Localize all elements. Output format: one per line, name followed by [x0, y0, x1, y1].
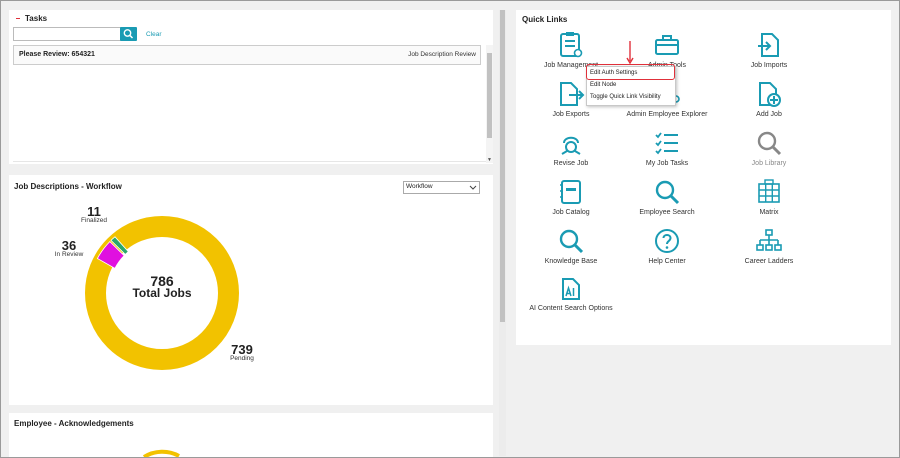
search-button[interactable]	[120, 27, 137, 41]
quick-link-matrix[interactable]: Matrix	[714, 178, 824, 216]
quick-link-career-ladders[interactable]: Career Ladders	[714, 227, 824, 265]
workflow-select[interactable]: Workflow	[403, 181, 480, 194]
quick-link-ai-content-search-options[interactable]: AI Content Search Options	[516, 276, 626, 312]
task-type: Job Description Review	[408, 51, 476, 58]
quick-link-my-job-tasks[interactable]: My Job Tasks	[612, 129, 722, 167]
acknowledgements-title: Employee - Acknowledgements	[14, 419, 134, 428]
in-review-label: In Review	[54, 251, 84, 258]
file-import-icon	[758, 33, 779, 57]
tasks-search-input[interactable]	[13, 27, 121, 41]
search-icon	[655, 180, 680, 205]
annotation-arrow	[626, 41, 634, 65]
quick-link-label: Job Management	[543, 62, 599, 69]
clear-link[interactable]: Clear	[146, 31, 162, 38]
workflow-select-value: Workflow	[406, 183, 433, 190]
quick-link-add-job[interactable]: Add Job	[714, 80, 824, 118]
menu-item-edit-auth-settings[interactable]: Edit Auth Settings	[590, 70, 638, 76]
quick-link-employee-search[interactable]: Employee Search	[612, 178, 722, 216]
quick-link-label: Help Center	[648, 258, 686, 265]
menu-item-edit-node[interactable]: Edit Node	[590, 82, 617, 88]
main-scrollbar-thumb[interactable]	[500, 10, 505, 322]
workflow-panel: Job Descriptions - Workflow Workflow 786…	[9, 175, 493, 405]
divider	[13, 161, 489, 162]
workflow-donut-chart	[85, 216, 239, 370]
quick-link-job-exports[interactable]: Job Exports	[516, 80, 626, 118]
acknowledgements-panel: Employee - Acknowledgements	[9, 413, 493, 457]
highlight-box	[586, 64, 675, 80]
quick-link-label: My Job Tasks	[645, 160, 689, 167]
quick-link-label: Job Library	[751, 160, 787, 167]
donut-in-review-segment[interactable]	[96, 241, 125, 269]
quick-link-revise-job[interactable]: Revise Job	[516, 129, 626, 167]
file-add-icon	[759, 82, 781, 107]
workflow-title: Job Descriptions - Workflow	[14, 182, 122, 191]
main-scrollbar[interactable]	[499, 10, 506, 456]
quick-link-label: Career Ladders	[744, 258, 794, 265]
quick-link-label: Matrix	[759, 209, 779, 216]
quick-link-label: AI Content Search Options	[529, 305, 613, 312]
quick-link-label: Add Job	[756, 111, 782, 118]
quick-link-label: Job Imports	[750, 62, 788, 69]
search-icon	[123, 29, 134, 39]
pending-count: 739	[231, 342, 253, 357]
tasks-panel: Tasks Clear Please Review: 654321 Job De…	[9, 10, 493, 164]
quick-link-label: Job Exports	[552, 111, 590, 118]
donut-pending-segment[interactable]	[85, 216, 239, 370]
quick-link-job-catalog[interactable]: Job Catalog	[516, 178, 626, 216]
quick-link-label: Knowledge Base	[544, 258, 598, 265]
scroll-down-arrow[interactable]: ▼	[487, 157, 492, 163]
task-list: Please Review: 654321 Job Description Re…	[13, 45, 481, 65]
task-name: Please Review: 654321	[19, 51, 95, 58]
quick-link-help-center[interactable]: Help Center	[612, 227, 722, 265]
quick-link-label: Admin Employee Explorer	[626, 111, 708, 118]
search-gray-icon	[757, 131, 782, 156]
matrix-icon	[758, 179, 780, 203]
clipboard-gear-icon	[560, 32, 583, 58]
red-marker	[16, 18, 20, 19]
quick-link-admin-tools[interactable]: Admin Tools	[612, 31, 722, 69]
list-item[interactable]: Please Review: 654321 Job Description Re…	[14, 46, 480, 64]
menu-item-toggle-quick-link-visibility[interactable]: Toggle Quick Link Visibility	[590, 94, 661, 100]
quick-link-label: Admin Tools	[648, 62, 686, 69]
quick-link-job-management[interactable]: Job Management	[516, 31, 626, 69]
total-jobs-value: 786	[150, 273, 174, 289]
in-review-count: 36	[61, 238, 77, 253]
finalized-count: 11	[87, 204, 101, 219]
ai-file-icon	[562, 278, 580, 300]
acknowledgements-chart-partial	[142, 449, 180, 457]
quick-link-job-imports[interactable]: Job Imports	[714, 31, 824, 69]
scrollbar-thumb[interactable]	[487, 53, 492, 138]
tasks-scrollbar[interactable]: ▼	[486, 45, 493, 163]
catalog-icon	[560, 180, 581, 204]
org-chart-icon	[756, 229, 782, 251]
quick-links-title: Quick Links	[522, 15, 568, 24]
revise-icon	[561, 136, 581, 155]
help-icon	[655, 229, 679, 253]
finalized-label: Finalized	[80, 217, 107, 224]
quick-links-panel: Quick Links Job Management Admin Tools J…	[516, 10, 891, 345]
quick-link-job-library[interactable]: Job Library	[714, 129, 824, 167]
pending-label: Pending	[230, 355, 254, 362]
tasks-title: Tasks	[25, 14, 48, 23]
quick-link-label: Employee Search	[639, 209, 695, 216]
search-icon	[559, 229, 584, 254]
chevron-down-icon	[469, 185, 477, 190]
file-export-icon	[560, 82, 585, 106]
quick-link-label: Job Catalog	[552, 209, 590, 216]
toolbox-icon	[655, 35, 679, 55]
task-list-icon	[655, 132, 678, 155]
quick-link-label: Revise Job	[553, 160, 589, 167]
total-jobs-label: Total Jobs	[132, 286, 192, 300]
quick-link-knowledge-base[interactable]: Knowledge Base	[516, 227, 626, 265]
context-menu: Edit Auth Settings Edit Node Toggle Quic…	[586, 66, 676, 106]
donut-finalized-segment[interactable]	[110, 236, 129, 255]
